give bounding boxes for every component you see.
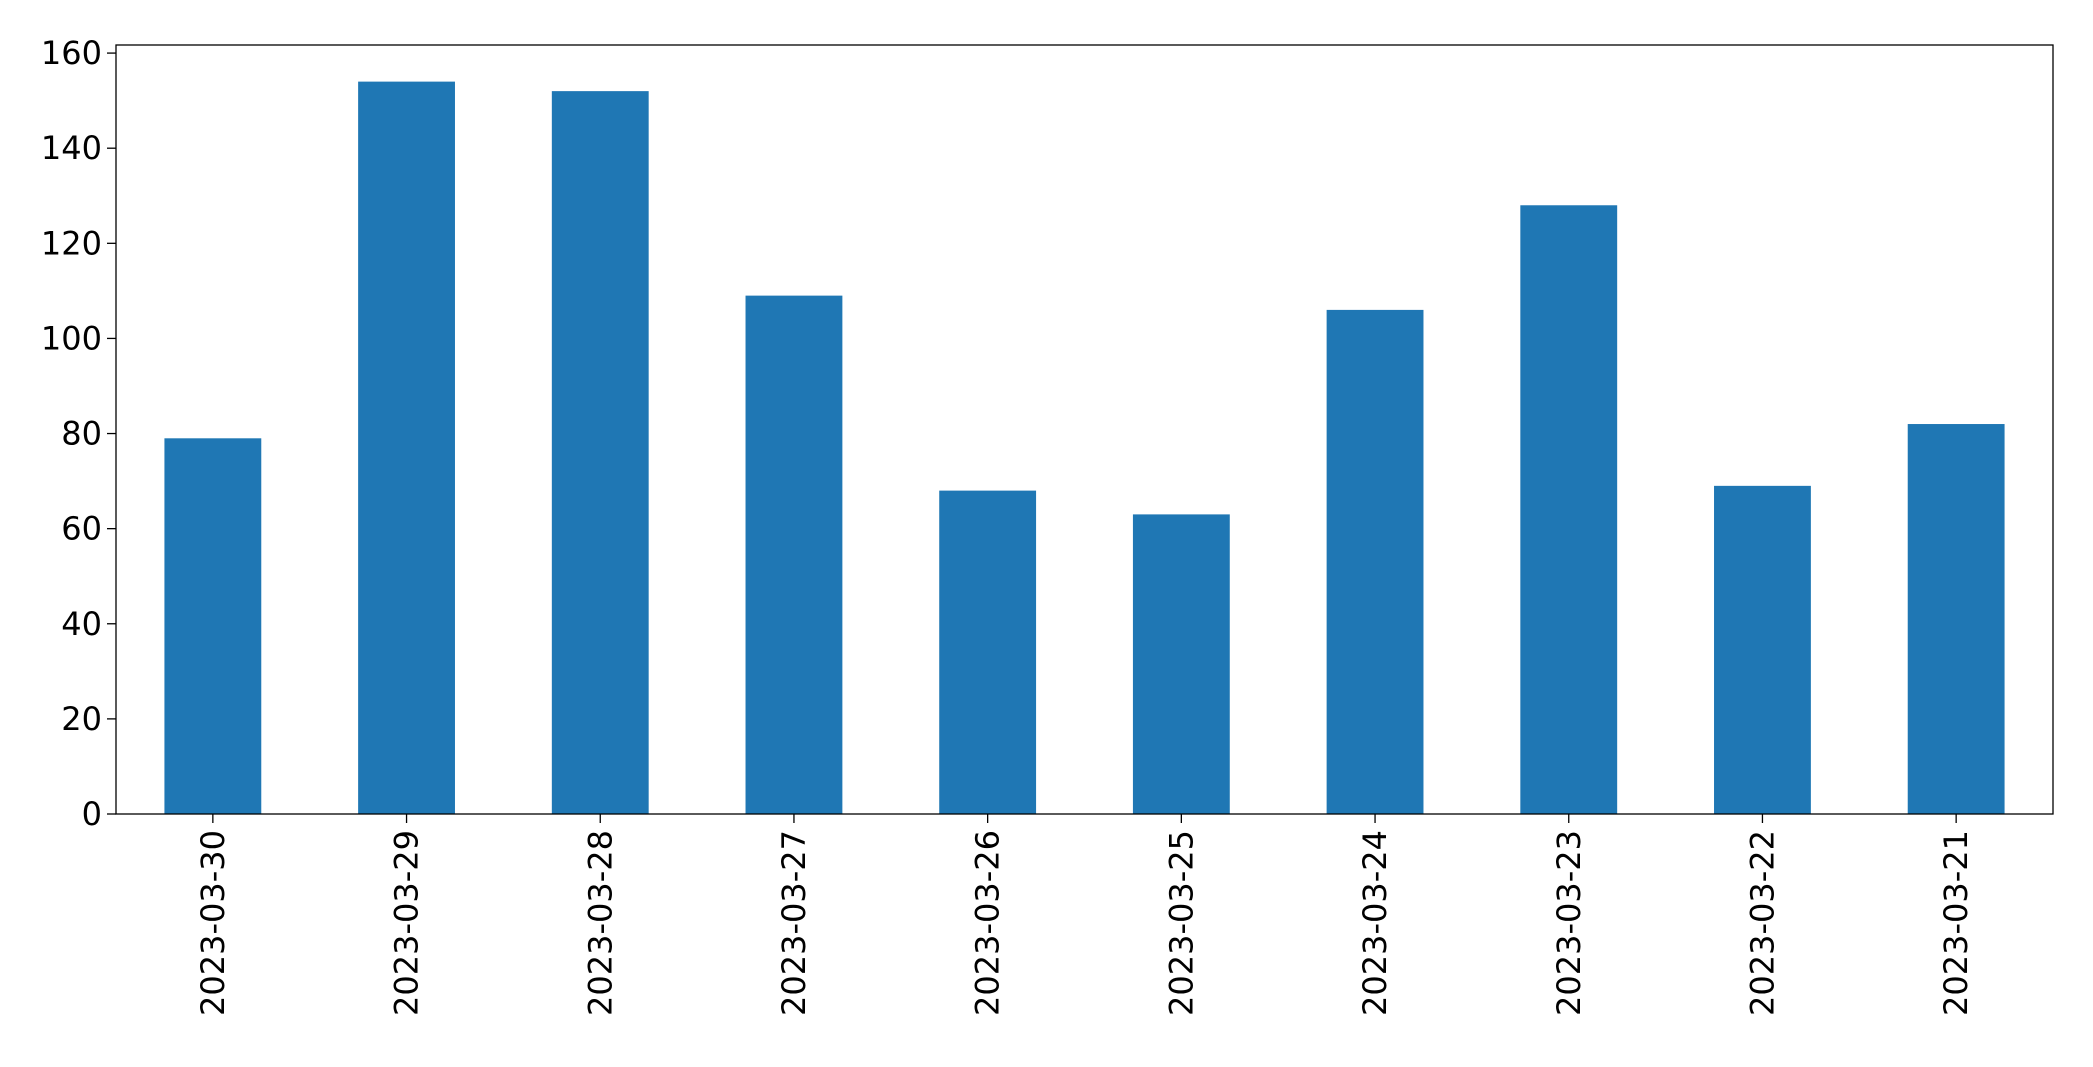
bar: [939, 490, 1037, 814]
bar: [551, 91, 649, 814]
x-tick-label: 2023-03-29: [388, 830, 426, 1016]
bar: [1132, 514, 1230, 814]
axes-frame: [115, 44, 2054, 815]
y-tick-label: 100: [41, 319, 102, 357]
x-tick-label: 2023-03-21: [1937, 830, 1975, 1016]
y-tick-label: 0: [82, 795, 102, 833]
x-tick-label: 2023-03-22: [1743, 830, 1781, 1016]
y-tick-label: 20: [61, 700, 102, 738]
bar: [745, 295, 843, 814]
bar: [1907, 424, 2005, 814]
y-tick-label: 60: [61, 510, 102, 548]
x-tick-label: 2023-03-23: [1550, 830, 1588, 1016]
x-tick-label: 2023-03-24: [1356, 830, 1394, 1016]
bar: [164, 438, 262, 814]
y-tick-label: 160: [41, 34, 102, 72]
y-tick-label: 140: [41, 129, 102, 167]
x-tick-label: 2023-03-28: [581, 830, 619, 1016]
y-tick-label: 80: [61, 415, 102, 453]
bar: [1520, 205, 1618, 815]
x-tick-label: 2023-03-25: [1162, 830, 1200, 1016]
x-tick-label: 2023-03-30: [194, 830, 232, 1016]
x-tick-label: 2023-03-26: [969, 830, 1007, 1016]
bar: [1714, 485, 1811, 814]
x-tick-label: 2023-03-27: [775, 830, 813, 1016]
bar: [358, 81, 455, 815]
y-tick-label: 40: [61, 605, 102, 643]
y-tick-label: 120: [41, 224, 102, 262]
bar: [1326, 309, 1424, 814]
